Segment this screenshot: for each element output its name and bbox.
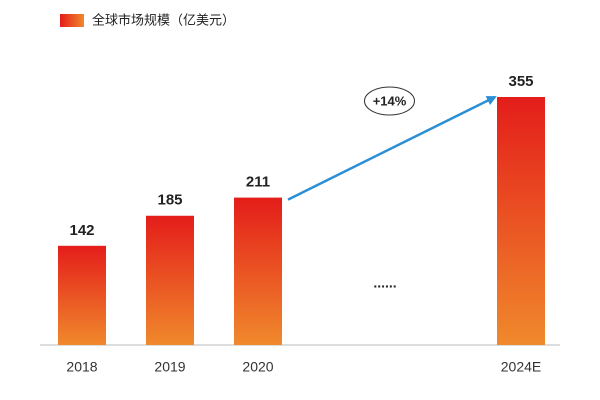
data-label: 355 bbox=[508, 73, 533, 90]
annotation: +14% bbox=[373, 93, 407, 108]
data-label: 142 bbox=[69, 222, 94, 239]
gap-text: ...... bbox=[373, 275, 396, 291]
x-tick-label: 2024E bbox=[501, 359, 541, 375]
data-label: 185 bbox=[157, 192, 182, 209]
annotation-ellipse bbox=[364, 86, 415, 116]
growth-arrow bbox=[287, 95, 497, 201]
bar bbox=[497, 97, 545, 345]
bar bbox=[146, 215, 194, 345]
data-label: 211 bbox=[246, 174, 270, 191]
x-tick-label: 2019 bbox=[154, 359, 185, 375]
legend-label: 全球市场规模（亿美元） bbox=[92, 12, 235, 27]
legend-swatch bbox=[60, 14, 84, 27]
bar bbox=[58, 245, 106, 345]
x-tick-label: 2020 bbox=[242, 359, 273, 375]
x-tick-label: 2018 bbox=[66, 359, 97, 375]
bar bbox=[234, 197, 282, 345]
